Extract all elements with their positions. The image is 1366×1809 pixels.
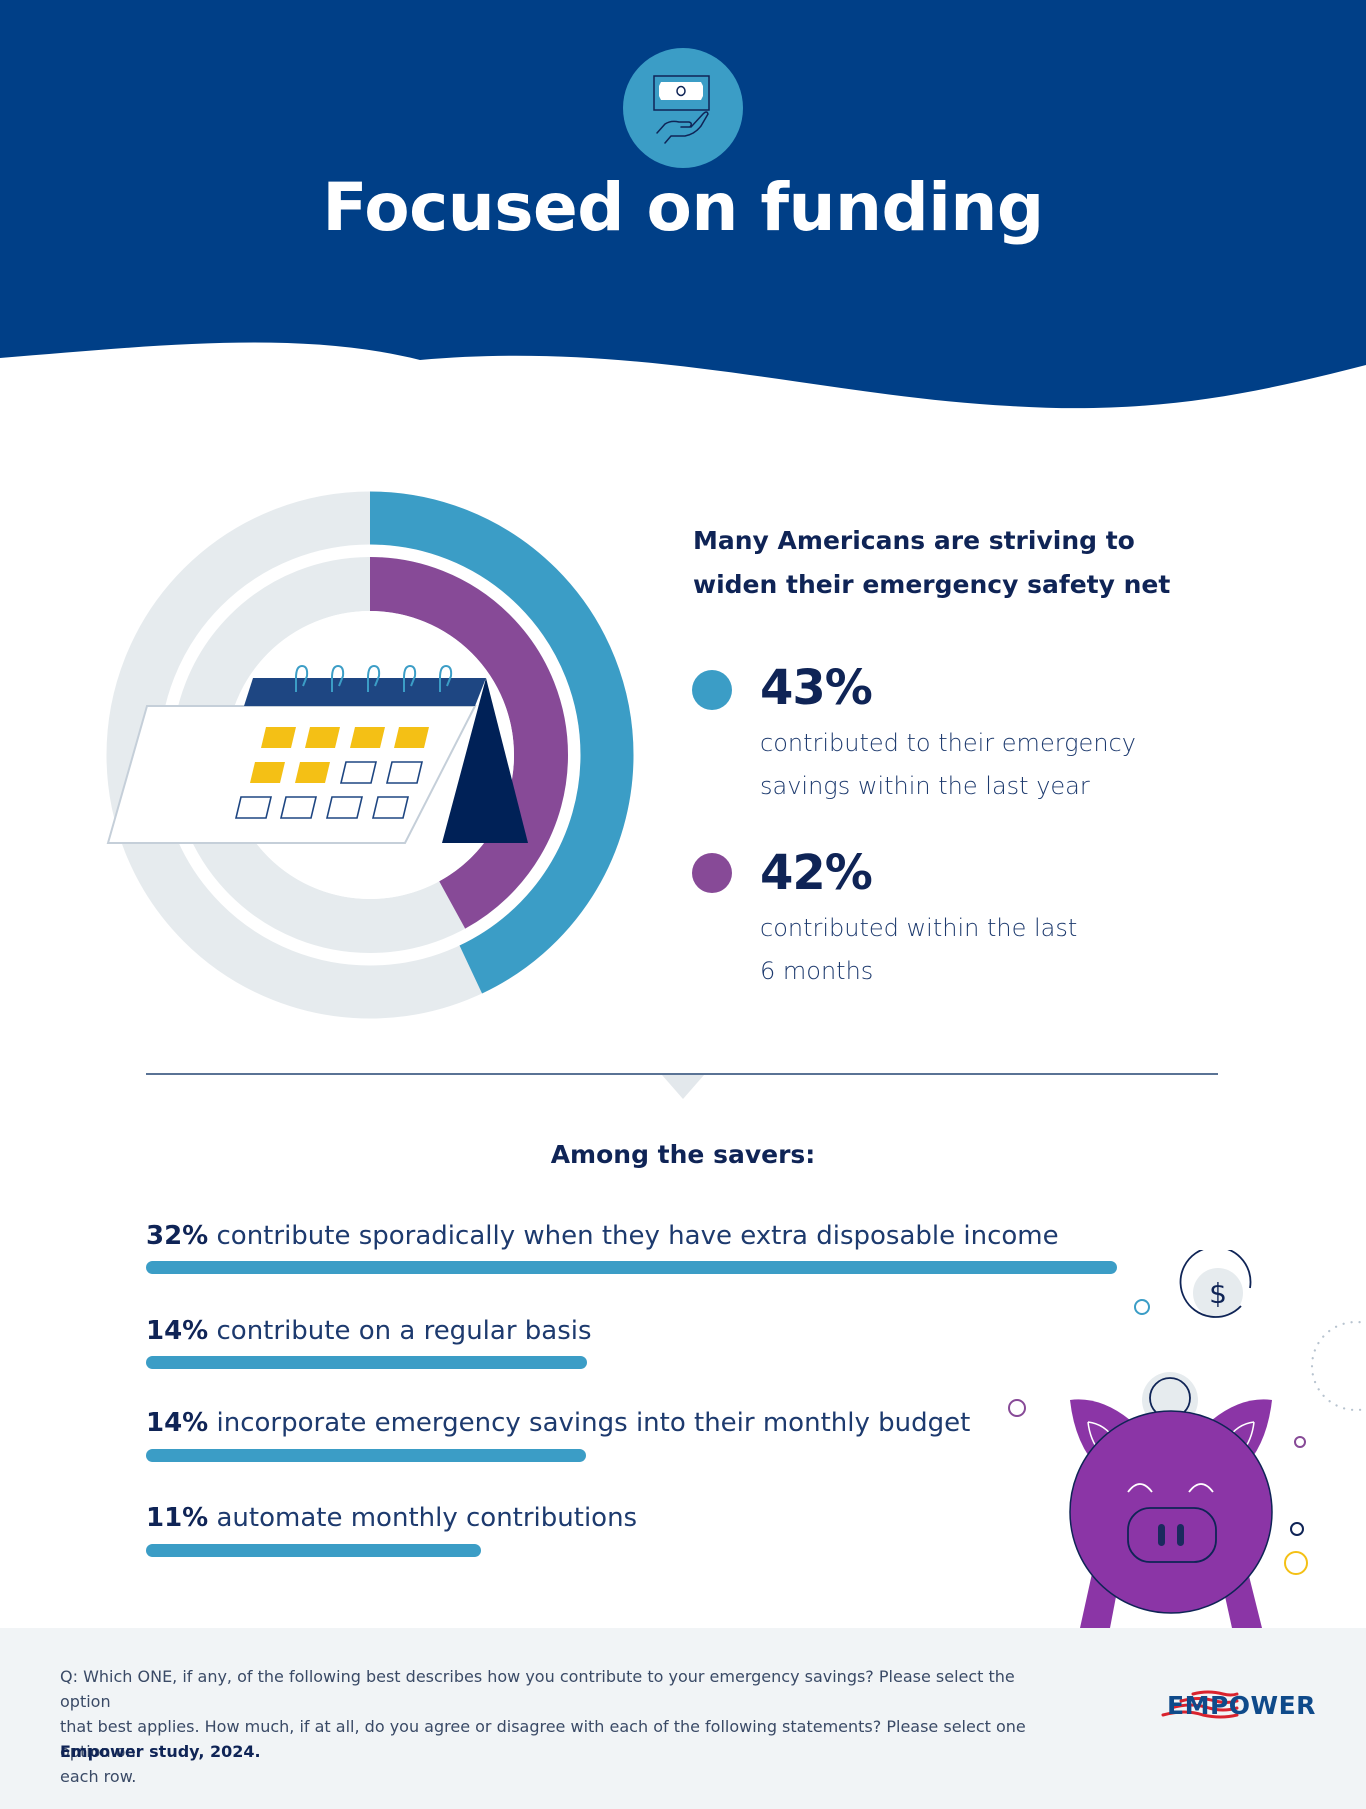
stat-42-percent: 42% contributed within the last 6 months: [692, 845, 1252, 985]
saver-item-desc: incorporate emergency savings into their…: [208, 1408, 971, 1438]
stat-description: contributed within the last 6 months: [760, 907, 1180, 993]
stat-description-line: contributed within the last: [760, 914, 1078, 942]
footer: [0, 1628, 1366, 1809]
stat-description-line: savings within the last year: [760, 772, 1090, 800]
stat-description: contributed to their emergency savings w…: [760, 722, 1180, 808]
header-banner: [0, 0, 1366, 409]
empower-logo-text: EMPOWER: [1167, 1691, 1316, 1720]
note-line: Q: Which ONE, if any, of the following b…: [60, 1667, 1015, 1711]
legend-dot-blue-icon: [692, 670, 732, 710]
legend-dot-purple-icon: [692, 853, 732, 893]
summary-heading: Many Americans are striving to widen the…: [693, 519, 1253, 607]
note-line: each row.: [60, 1767, 137, 1786]
saver-item-pct: 14%: [146, 1408, 209, 1438]
summary-heading-line-2: widen their emergency safety net: [693, 570, 1171, 599]
savers-heading: Among the savers:: [550, 1140, 816, 1169]
page-title: Focused on funding: [322, 169, 1044, 246]
stat-description-line: contributed to their emergency: [760, 729, 1136, 757]
saver-item-label: 32% contribute sporadically when they ha…: [146, 1219, 1059, 1253]
saver-bar: [146, 1544, 481, 1557]
stat-43-percent: 43% contributed to their emergency savin…: [692, 660, 1252, 800]
dollar-coin-icon: $: [1179, 1250, 1252, 1318]
section-divider: [146, 1073, 1218, 1075]
saver-bar: [146, 1261, 1117, 1274]
saver-item-desc: automate monthly contributions: [208, 1503, 638, 1533]
stat-value: 43%: [760, 660, 873, 716]
divider-pointer-icon: [662, 1075, 704, 1099]
summary-heading-line-1: Many Americans are striving to: [693, 526, 1135, 555]
saver-item-desc: contribute on a regular basis: [208, 1316, 592, 1346]
saver-item-label: 11% automate monthly contributions: [146, 1501, 637, 1535]
source-citation: Empower study, 2024.: [60, 1742, 261, 1761]
money-in-hand-icon: [623, 48, 743, 168]
saver-item-label: 14% incorporate emergency savings into t…: [146, 1406, 970, 1440]
stat-description-line: 6 months: [760, 957, 874, 985]
inner-ring-42-percent: [172, 557, 568, 953]
stat-value: 42%: [760, 845, 873, 901]
calendar-icon: [106, 664, 528, 844]
saver-bar: [146, 1449, 586, 1462]
concentric-donut-chart: [106, 491, 634, 1019]
survey-question-note: Q: Which ONE, if any, of the following b…: [60, 1664, 1050, 1789]
saver-bar: [146, 1356, 587, 1369]
svg-text:$: $: [1209, 1277, 1227, 1310]
piggy-bank-illustration: $: [1008, 1250, 1366, 1628]
saver-item-pct: 11%: [146, 1503, 209, 1533]
empower-flag-logo-icon: [1161, 1690, 1239, 1719]
saver-item-desc: contribute sporadically when they have e…: [208, 1221, 1059, 1251]
saver-item-label: 14% contribute on a regular basis: [146, 1314, 592, 1348]
saver-item-pct: 14%: [146, 1316, 209, 1346]
saver-item-pct: 32%: [146, 1221, 209, 1251]
outer-ring-43-percent: [106, 491, 634, 1019]
note-line: that best applies. How much, if at all, …: [60, 1717, 1026, 1761]
